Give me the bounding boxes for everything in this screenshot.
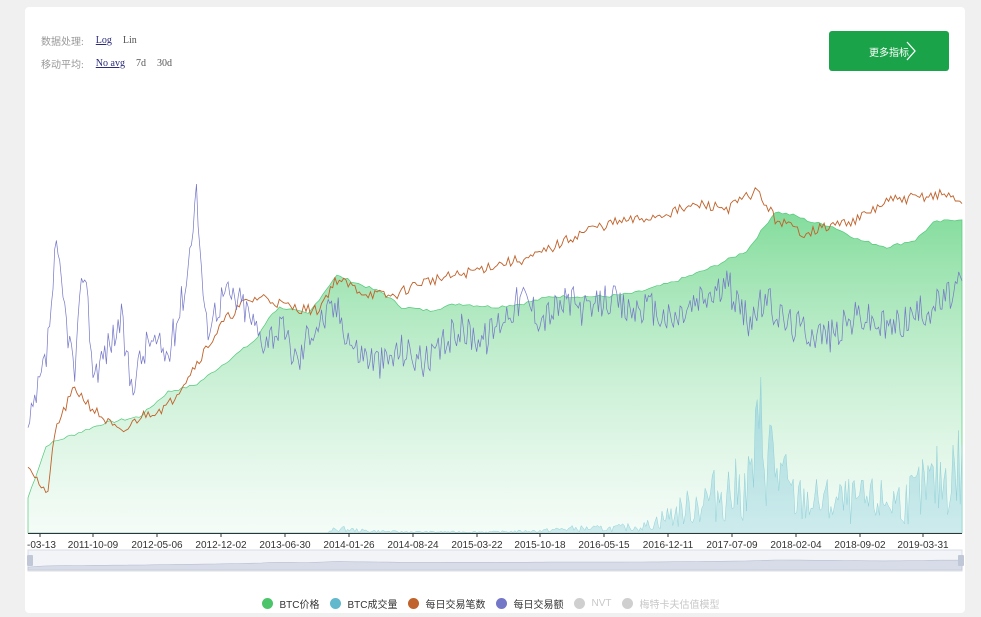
series-btc-price [27,211,963,534]
x-tick-label: 2017-07-09 [706,540,758,551]
legend-item-metcalfe[interactable]: 梅特卡夫估值模型 [621,596,720,611]
legend-item-tx-count[interactable]: 每日交易笔数 [407,596,486,611]
option-30d[interactable]: 30d [156,58,172,69]
option-log[interactable]: Log [95,35,112,46]
legend-dot [261,598,273,609]
series-tx-count [27,187,963,494]
legend-label: 每日交易笔数 [425,600,486,611]
legend-dot [621,598,633,609]
x-tick-label: 2015-03-22 [451,540,503,551]
more-indicators-button[interactable]: 更多指标 [829,31,949,71]
legend-label: NVT [591,598,612,609]
chevron-right-icon [906,41,916,61]
legend-item-nvt[interactable]: NVT [573,598,612,609]
legend-item-btc-price[interactable]: BTC价格 [261,596,320,611]
more-indicators-label: 更多指标 [869,47,909,59]
x-tick-label: 2012-12-02 [195,540,247,551]
legend-item-btc-volume[interactable]: BTC成交量 [329,596,398,611]
plot-area [27,183,963,534]
x-tick-label: 2015-10-18 [514,540,566,551]
x-tick-label: 2016-05-15 [578,540,630,551]
zoom-slider[interactable] [27,549,964,572]
moving-average-control: 移动平均: No avg 7d 30d [41,56,183,71]
x-tick-label: 2018-09-02 [834,540,886,551]
legend-label: 每日交易额 [513,600,564,611]
legend-item-tx-value[interactable]: 每日交易额 [495,596,564,611]
legend-label: 梅特卡夫估值模型 [639,600,720,611]
zoom-handle-right[interactable] [958,555,964,566]
option-7d[interactable]: 7d [135,58,146,69]
zoom-preview [27,559,963,571]
processing-control: 数据处理: Log Lin [41,33,148,48]
x-tick-label: -03-13 [27,540,56,551]
option-lin[interactable]: Lin [122,35,137,46]
legend-dot [329,598,341,609]
x-tick-label: 2016-12-11 [643,540,694,551]
x-tick-label: 2014-01-26 [323,540,375,551]
x-tick-label: 2019-03-31 [897,540,949,551]
legend-label: BTC价格 [279,600,320,611]
x-tick-label: 2018-02-04 [770,540,822,551]
x-tick-label: 2014-08-24 [387,540,439,551]
processing-label: 数据处理: [41,37,84,48]
legend-dot [495,598,507,609]
x-tick-label: 2012-05-06 [131,540,183,551]
legend-label: BTC成交量 [347,600,398,611]
legend-dot [407,598,419,609]
moving-average-label: 移动平均: [41,60,84,71]
zoom-handle-left[interactable] [27,555,33,566]
x-axis-ticks: -03-13 2011-10-09 2012-05-06 2012-12-02 2013… [27,533,949,551]
series-tx-value [27,183,963,428]
legend: BTC价格 BTC成交量 每日交易笔数 每日交易额 NVT 梅特卡夫估值模型 [0,596,981,611]
x-tick-label: 2011-10-09 [68,540,119,551]
legend-dot [573,598,585,609]
option-no-avg[interactable]: No avg [95,58,125,69]
x-tick-label: 2013-06-30 [259,540,311,551]
